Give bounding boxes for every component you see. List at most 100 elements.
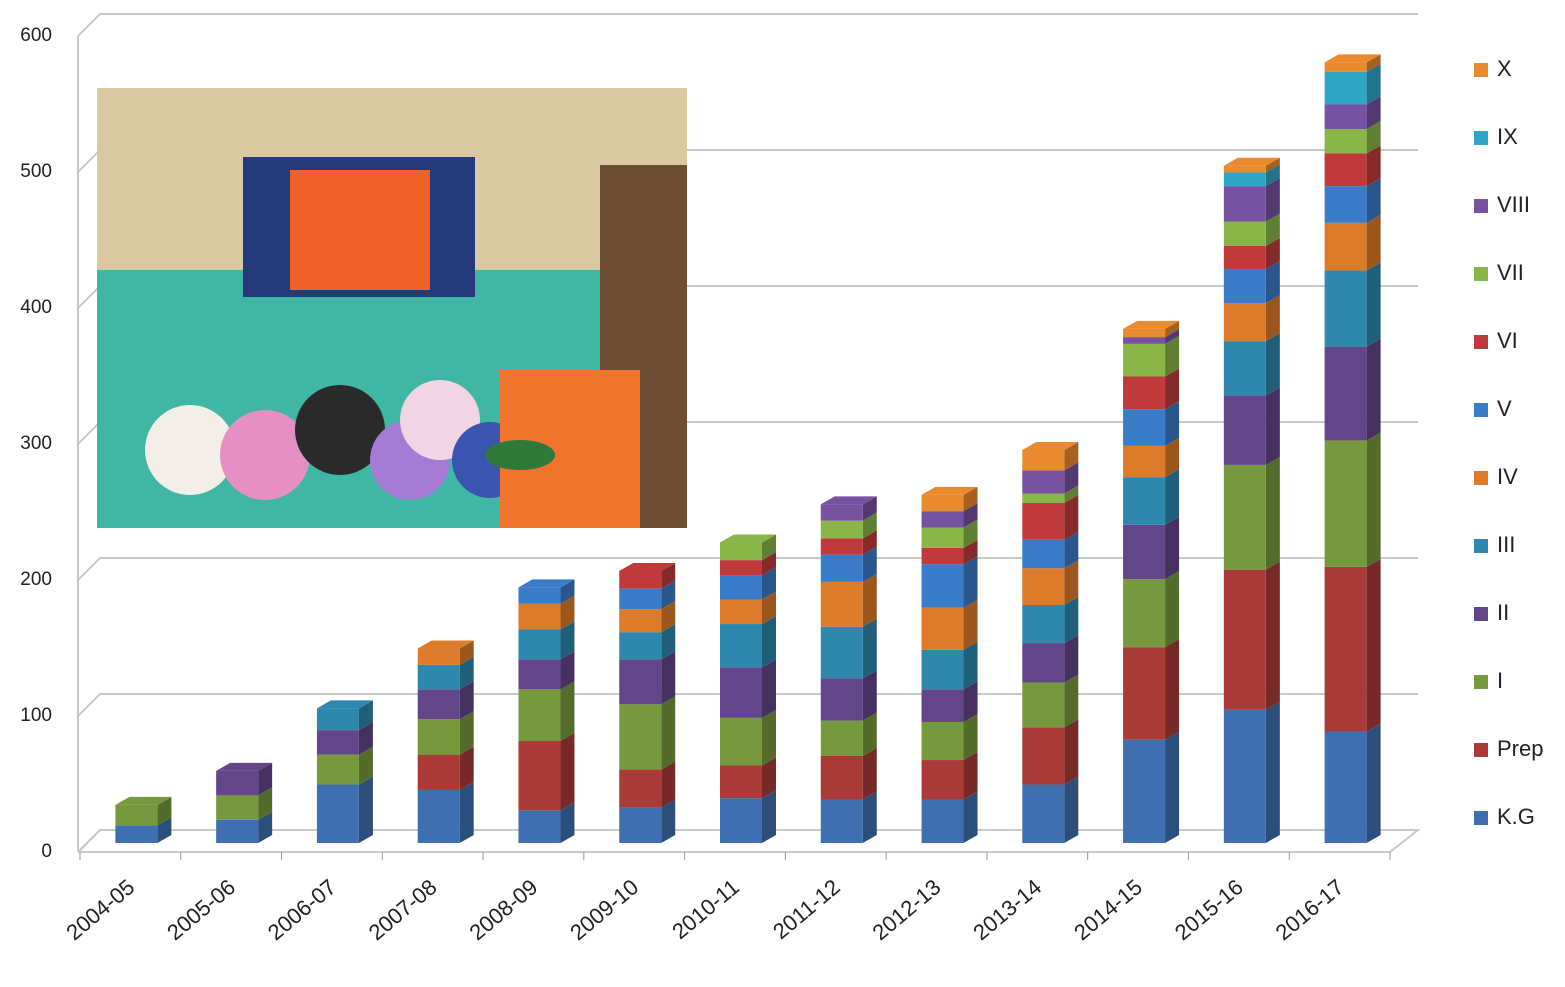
bar-side [459, 711, 474, 755]
bar [820, 581, 863, 627]
legend-swatch [1474, 539, 1488, 553]
bar-side [358, 722, 373, 755]
photo [97, 88, 687, 528]
bar-side [560, 579, 575, 604]
bar [216, 795, 259, 820]
bar [1123, 647, 1166, 740]
bar [820, 554, 863, 582]
grid-line [77, 829, 1418, 853]
bar-side [258, 762, 273, 796]
bar [1123, 477, 1166, 525]
legend-label: IX [1497, 124, 1518, 149]
bar-side [157, 817, 172, 843]
bar [1324, 731, 1367, 843]
bar-side [258, 787, 273, 820]
bar-side [1165, 469, 1180, 525]
bar-side [661, 651, 676, 705]
bar [619, 769, 662, 808]
legend-label: VII [1497, 260, 1524, 285]
bar-side [459, 781, 474, 843]
bar-side [1064, 441, 1079, 471]
x-tick-label: 2008-09 [464, 874, 542, 945]
bar [619, 632, 662, 660]
bar [1022, 605, 1065, 644]
bar-side [1265, 561, 1280, 710]
bar-top [115, 796, 172, 805]
bar-side [358, 776, 373, 843]
bar-side [1366, 145, 1381, 187]
bar [1022, 503, 1065, 540]
bar-side [1366, 121, 1381, 154]
bar-side [258, 811, 273, 843]
legend-swatch [1474, 63, 1488, 77]
legend-swatch [1474, 811, 1488, 825]
bar-side [661, 624, 676, 660]
legend-swatch [1474, 607, 1488, 621]
bar [1223, 464, 1266, 570]
bar [1223, 186, 1266, 222]
legend-swatch [1474, 675, 1488, 689]
bar-side [1265, 456, 1280, 570]
bar-side [661, 761, 676, 808]
bar-side [459, 640, 474, 665]
x-tick-label: 2005-06 [162, 874, 240, 945]
bar [720, 542, 762, 561]
bar [921, 494, 964, 512]
bar [1324, 566, 1367, 732]
bar [1022, 727, 1065, 785]
bar [619, 609, 662, 633]
bar-side [560, 681, 575, 741]
bar-side [1366, 723, 1381, 843]
bar [1123, 739, 1166, 843]
y-tick-label: 600 [20, 25, 52, 46]
bar [820, 626, 863, 679]
bar-side [963, 599, 978, 650]
bar [417, 789, 460, 843]
bar-top [1022, 441, 1079, 450]
bar [820, 678, 863, 721]
x-tick-label: 2010-11 [667, 874, 744, 944]
bar [820, 755, 863, 800]
x-tick-label: 2006-07 [263, 874, 341, 945]
y-tick-label: 0 [41, 841, 52, 862]
bar-side [1366, 54, 1381, 72]
bar [720, 624, 762, 668]
bar-side [358, 700, 373, 731]
bar-side [762, 659, 776, 718]
legend-swatch [1474, 335, 1488, 349]
bar-side [1265, 157, 1280, 173]
bar-side [762, 552, 776, 576]
bar-top [921, 486, 978, 495]
bar-side [1366, 338, 1381, 441]
bar-side [459, 681, 474, 720]
bar-side [661, 563, 676, 589]
bar-side [762, 757, 776, 799]
bar-side [1165, 329, 1180, 344]
bar-side [762, 790, 776, 843]
legend-swatch [1474, 743, 1488, 757]
bar-side [963, 791, 978, 843]
bar [1022, 682, 1065, 728]
bar-side [963, 752, 978, 800]
bar-side [1366, 178, 1381, 223]
bar-side [1165, 368, 1180, 410]
bar-side [762, 534, 776, 561]
bar-side [862, 546, 877, 582]
bar [518, 587, 561, 604]
bar [518, 603, 561, 630]
bar [1223, 569, 1266, 710]
bar [1123, 409, 1166, 446]
bar [1223, 245, 1266, 270]
bar [921, 527, 964, 548]
bar-side [762, 616, 776, 668]
bar [1223, 172, 1266, 187]
bar [720, 560, 762, 576]
bar [417, 754, 460, 790]
bar-side [1064, 635, 1079, 683]
x-tick-label: 2012-13 [868, 874, 946, 945]
bar-side [1265, 164, 1280, 187]
bar [921, 649, 964, 690]
bar-side [862, 512, 877, 539]
x-tick-label: 2009-10 [565, 874, 643, 945]
